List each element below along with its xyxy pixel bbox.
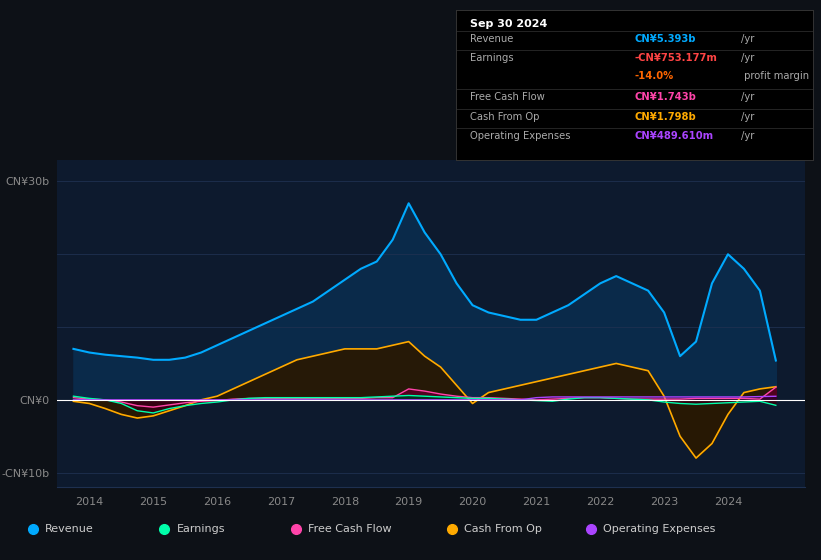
- Text: Earnings: Earnings: [470, 53, 514, 63]
- Text: profit margin: profit margin: [741, 71, 810, 81]
- Text: /yr: /yr: [741, 111, 754, 122]
- Text: Cash From Op: Cash From Op: [464, 524, 542, 534]
- Text: Operating Expenses: Operating Expenses: [470, 131, 571, 141]
- Text: CN¥1.743b: CN¥1.743b: [635, 92, 696, 102]
- Text: Revenue: Revenue: [470, 34, 513, 44]
- Text: Sep 30 2024: Sep 30 2024: [470, 18, 548, 29]
- Text: /yr: /yr: [741, 131, 754, 141]
- Text: /yr: /yr: [741, 92, 754, 102]
- Text: CN¥1.798b: CN¥1.798b: [635, 111, 696, 122]
- Text: /yr: /yr: [741, 34, 754, 44]
- Text: Revenue: Revenue: [45, 524, 94, 534]
- Text: -CN¥753.177m: -CN¥753.177m: [635, 53, 717, 63]
- Text: Earnings: Earnings: [177, 524, 225, 534]
- Text: CN¥5.393b: CN¥5.393b: [635, 34, 695, 44]
- Text: CN¥489.610m: CN¥489.610m: [635, 131, 713, 141]
- Text: Free Cash Flow: Free Cash Flow: [308, 524, 392, 534]
- Text: /yr: /yr: [741, 53, 754, 63]
- Text: Free Cash Flow: Free Cash Flow: [470, 92, 544, 102]
- Text: Cash From Op: Cash From Op: [470, 111, 539, 122]
- Text: Operating Expenses: Operating Expenses: [603, 524, 716, 534]
- Text: -14.0%: -14.0%: [635, 71, 673, 81]
